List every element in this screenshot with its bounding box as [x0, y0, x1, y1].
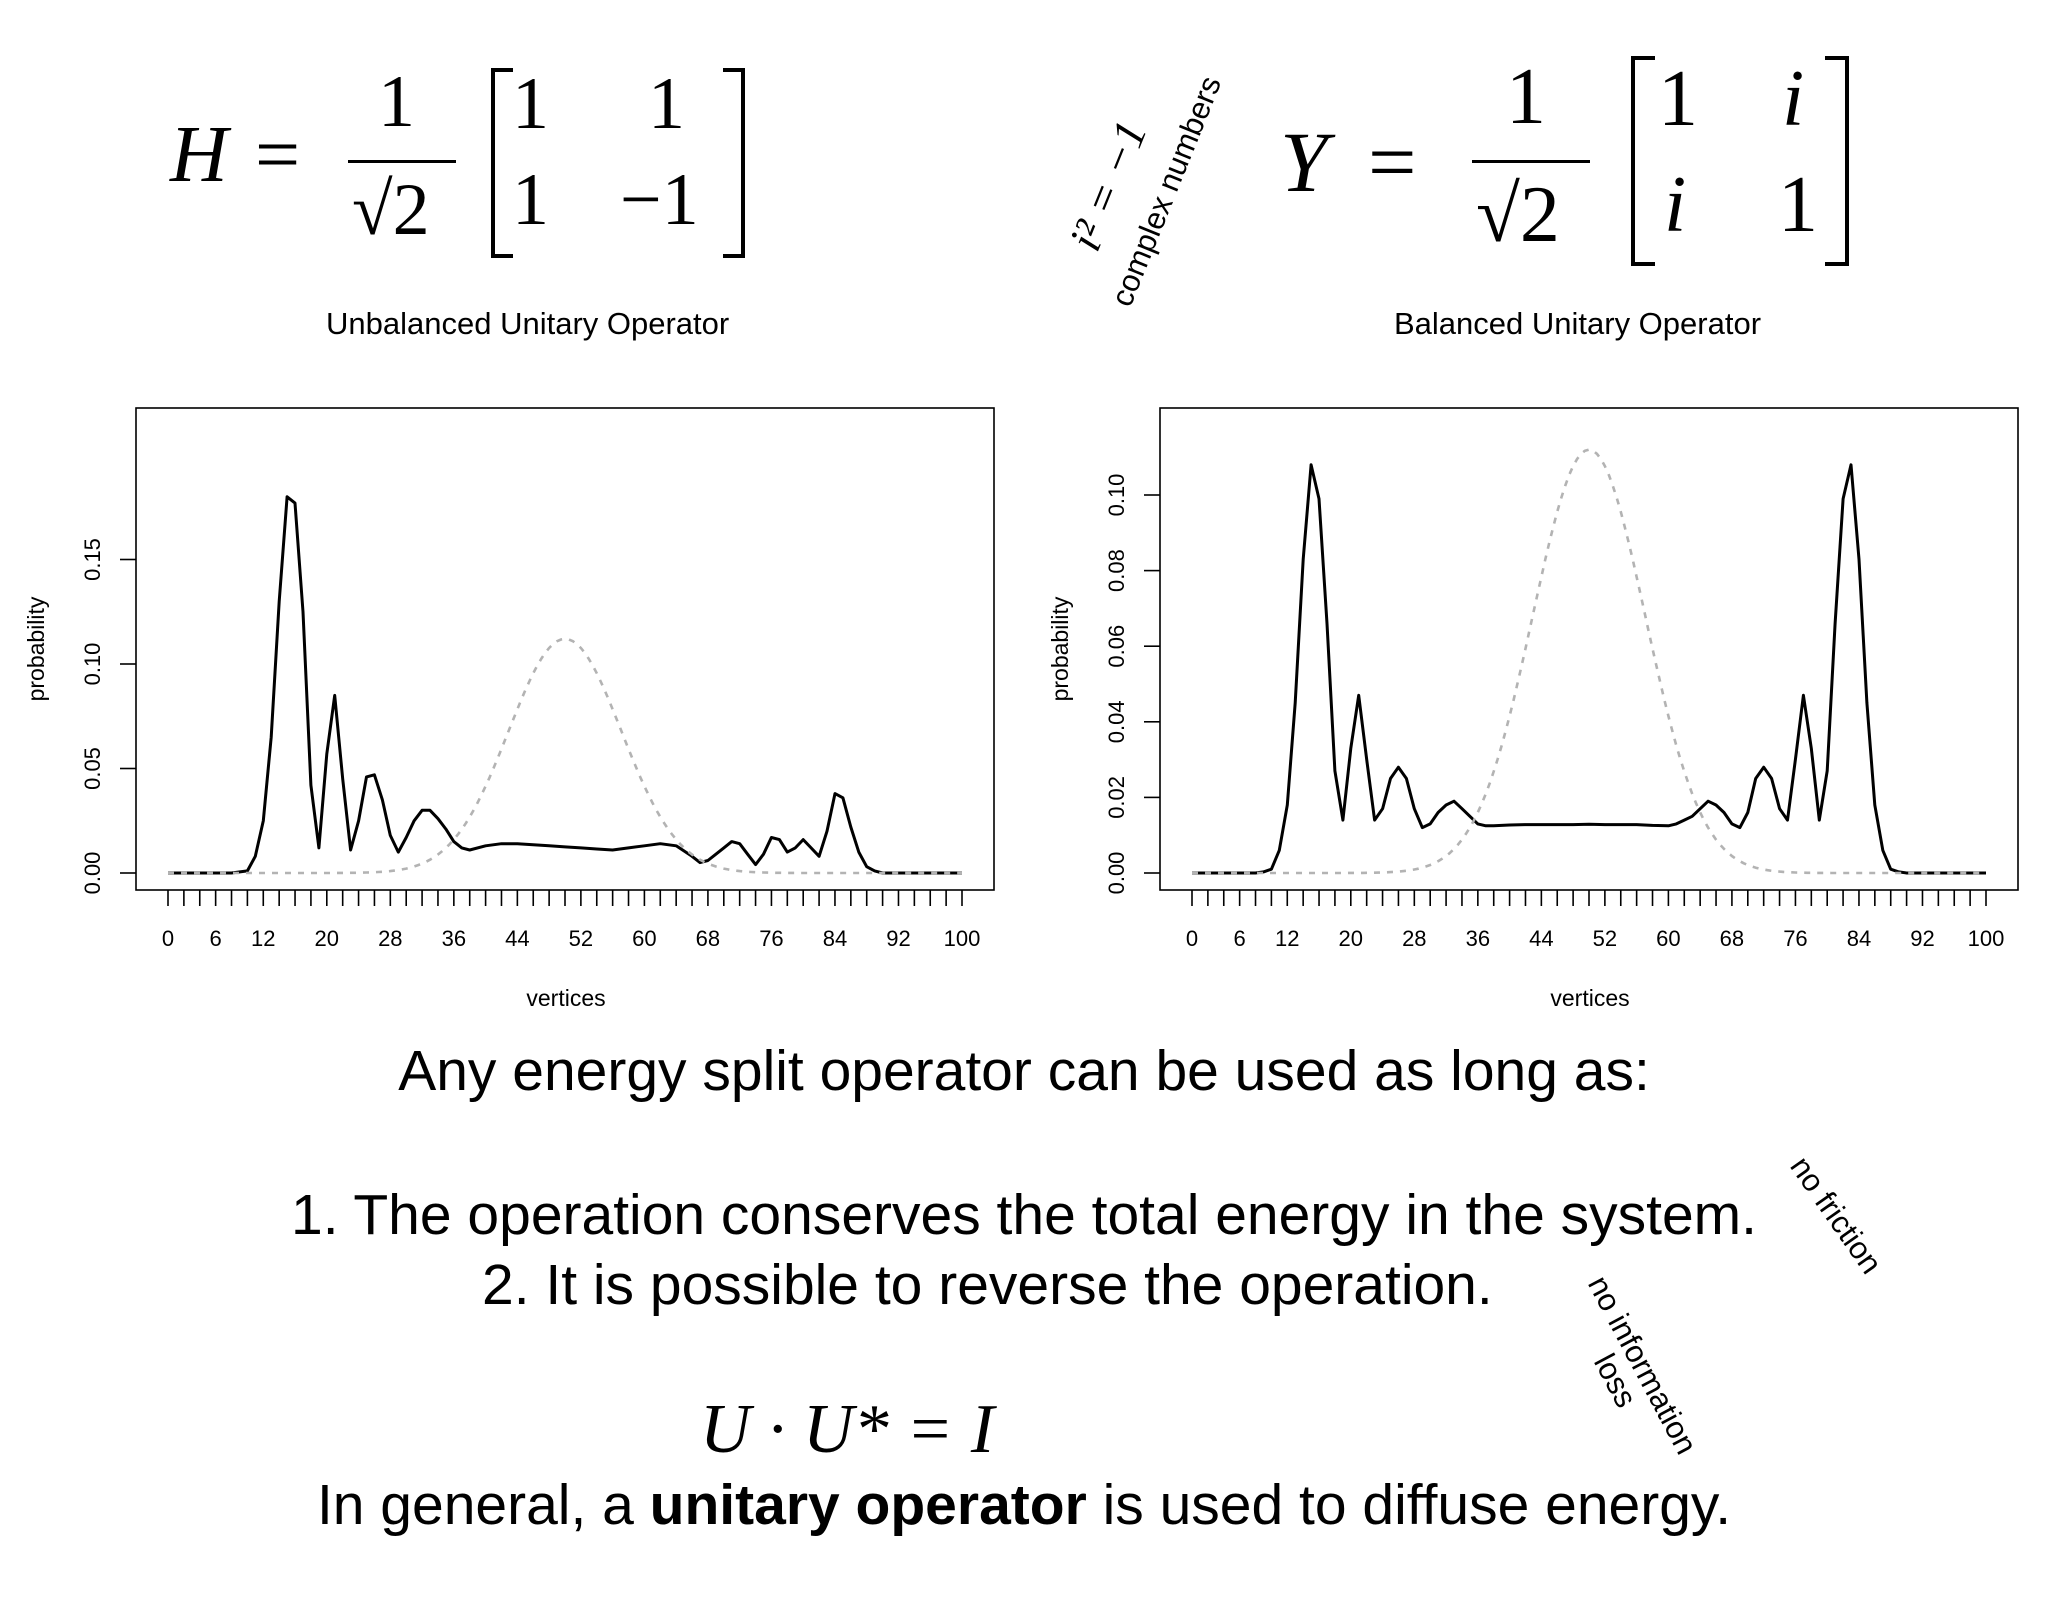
right-operator-caption: Balanced Unitary Operator: [1394, 306, 1762, 341]
x-tick-label: 0: [1186, 926, 1198, 951]
fraction-denominator: √2: [352, 169, 430, 251]
x-tick-label: 28: [1402, 926, 1426, 951]
x-tick-label: 60: [632, 926, 656, 951]
x-tick-label: 84: [823, 926, 847, 951]
y-tick-label: 0.10: [80, 643, 105, 686]
y-tick-label: 0.00: [1104, 852, 1129, 895]
y-tick-label: 0.00: [80, 852, 105, 895]
matrix-cell: i: [1782, 55, 1805, 143]
unbalanced-probability-chart: 0 6 12 20 28 36 44 52 60 68 76 84 92 100 0.00 0.05 0.10 0…: [23, 407, 995, 1011]
y-axis-label: probability: [1047, 596, 1073, 701]
x-tick-label: 12: [251, 926, 275, 951]
walk-distribution-line: [168, 495, 962, 875]
equation-lhs: Y: [1280, 114, 1328, 210]
x-tick-label: 52: [1593, 926, 1617, 951]
matrix-cell: 1: [1778, 161, 1818, 249]
initial-distribution-line: [168, 637, 962, 875]
fraction-numerator: 1: [1506, 53, 1546, 141]
x-tick-label: 52: [569, 926, 593, 951]
unitary-formula: U · U* = I: [700, 1391, 995, 1468]
matrix-cell: 1: [512, 159, 549, 241]
fraction-bar: [1472, 160, 1590, 163]
matrix-cell: 1: [512, 63, 549, 145]
x-tick-label: 6: [1234, 926, 1246, 951]
matrix-right-bracket: [1825, 56, 1849, 266]
walk-distribution-line: [1192, 463, 1986, 875]
y-tick-label: 0.05: [80, 747, 105, 790]
x-tick-label: 84: [1847, 926, 1871, 951]
x-tick-label: 76: [1783, 926, 1807, 951]
x-tick-label: 44: [505, 926, 529, 951]
fraction-bar: [348, 160, 456, 163]
x-tick-label: 36: [1466, 926, 1490, 951]
conclusion-text: In general, a unitary operator is used t…: [0, 1472, 2048, 1538]
y-tick-label: 0.15: [80, 538, 105, 581]
x-tick-label: 44: [1529, 926, 1553, 951]
plot-frame: [1159, 407, 2019, 891]
x-tick-label: 76: [759, 926, 783, 951]
x-tick-label: 100: [1968, 926, 2005, 951]
y-tick-label: 0.10: [1104, 474, 1129, 517]
matrix-left-bracket: [491, 68, 513, 258]
y-axis-label: probability: [23, 596, 49, 701]
conclusion-bold: unitary operator: [649, 1473, 1087, 1537]
condition-2: 2. It is possible to reverse the operati…: [482, 1253, 1493, 1317]
initial-distribution-line: [1192, 448, 1986, 875]
x-tick-label: 28: [378, 926, 402, 951]
y-tick-label: 0.06: [1104, 625, 1129, 668]
condition-1: 1. The operation conserves the total ene…: [291, 1183, 1757, 1247]
matrix-right-bracket: [723, 68, 745, 258]
conclusion-suffix: is used to diffuse energy.: [1086, 1473, 1732, 1537]
y-tick-label: 0.08: [1104, 549, 1129, 592]
balanced-probability-chart: 0 6 12 20 28 36 44 52 60 68 76 84 92 100 0.00 0.02 0.04 0…: [1047, 407, 2019, 1011]
x-tick-label: 68: [696, 926, 720, 951]
x-tick-label: 60: [1656, 926, 1680, 951]
fraction-denominator: √2: [1476, 171, 1560, 259]
matrix-left-bracket: [1631, 56, 1655, 266]
x-tick-label: 20: [1339, 926, 1363, 951]
x-tick-label: 100: [944, 926, 981, 951]
x-tick-label: 36: [442, 926, 466, 951]
matrix-cell: 1: [648, 63, 685, 145]
matrix-cell: 1: [1658, 55, 1698, 143]
matrix-cell: −1: [620, 159, 699, 241]
equation-equals: =: [255, 111, 301, 199]
equation-lhs: H: [170, 111, 228, 199]
conditions-heading: Any energy split operator can be used as…: [398, 1039, 1650, 1103]
x-tick-label: 0: [162, 926, 174, 951]
x-tick-label: 92: [1910, 926, 1934, 951]
y-tick-label: 0.04: [1104, 700, 1129, 743]
left-operator-caption: Unbalanced Unitary Operator: [326, 306, 730, 341]
y-tick-label: 0.02: [1104, 776, 1129, 819]
x-tick-label: 20: [315, 926, 339, 951]
conclusion-prefix: In general, a: [316, 1473, 650, 1537]
equation-equals: =: [1368, 114, 1417, 210]
matrix-cell: i: [1664, 161, 1687, 249]
x-tick-label: 6: [210, 926, 222, 951]
fraction-numerator: 1: [378, 61, 415, 143]
x-tick-label: 12: [1275, 926, 1299, 951]
x-tick-label: 68: [1720, 926, 1744, 951]
x-tick-label: 92: [886, 926, 910, 951]
x-axis-label: vertices: [526, 985, 605, 1011]
x-axis-label: vertices: [1550, 985, 1629, 1011]
